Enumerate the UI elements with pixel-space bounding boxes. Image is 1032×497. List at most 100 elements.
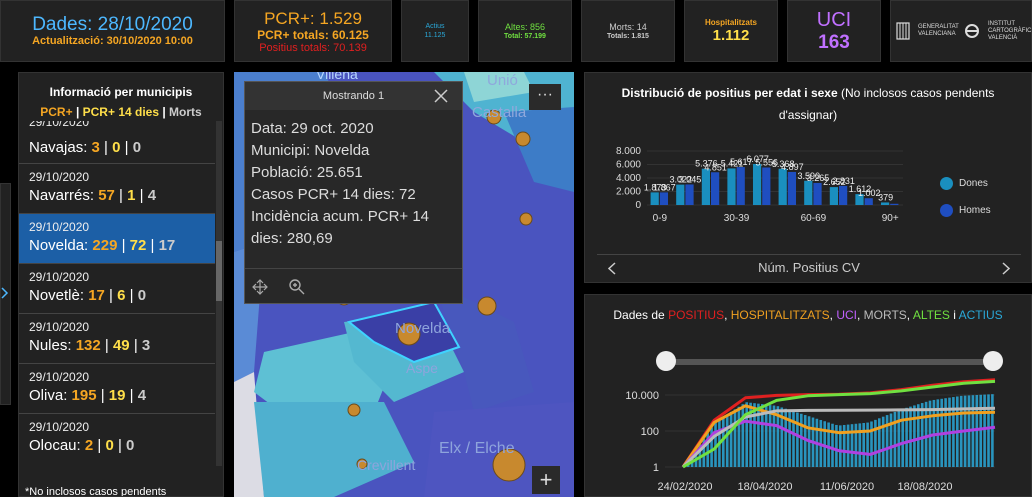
municipi-line: Oliva: 195 | 19 | 4 xyxy=(29,387,147,404)
next-icon[interactable] xyxy=(1002,262,1010,275)
municipi-line: Navajas: 3 | 0 | 0 xyxy=(29,139,142,156)
municipis-legend: PCR+ | PCR+ 14 dies | Morts xyxy=(19,105,223,119)
municipi-date: 29/10/2020 xyxy=(29,220,90,234)
pcr-value: PCR+: 1.529 xyxy=(264,8,362,28)
actius-bar xyxy=(905,407,908,467)
age-x-tick: 60-69 xyxy=(801,213,827,224)
actius-card: Actius 11.125 xyxy=(401,0,469,62)
actius-bar xyxy=(920,403,924,467)
positius-total: Positius totals: 70.139 xyxy=(259,41,367,54)
actius-bar xyxy=(991,394,994,467)
age-data-label: 5.376 xyxy=(695,159,718,169)
list-item-navarres[interactable]: 29/10/2020 Navarrés: 57 | 1 | 4 xyxy=(19,163,215,213)
map-label-aspe: Aspe xyxy=(406,360,438,376)
municipi-line: Nules: 132 | 49 | 3 xyxy=(29,337,151,354)
age-chart-footer: Núm. Positius CV xyxy=(597,254,1021,281)
move-icon[interactable] xyxy=(252,279,268,295)
gva-logo-text: GENERALITAT VALENCIANA xyxy=(918,24,959,37)
popup-line: dies: 280,69 xyxy=(251,230,333,247)
age-bar xyxy=(752,163,762,205)
popup-line: Població: 25.651 xyxy=(251,164,363,181)
zoom-in-button[interactable]: + xyxy=(532,466,560,494)
actius-bar xyxy=(722,417,725,467)
age-bar xyxy=(880,202,890,205)
age-data-label: 5.368 xyxy=(772,159,795,169)
list-item-partial[interactable]: 29/10/2020 Navajas: 3 | 0 | 0 xyxy=(19,121,215,163)
dates-card: Dades: 28/10/2020 Actualització: 30/10/2… xyxy=(0,0,225,62)
prev-icon[interactable] xyxy=(608,262,616,275)
map-label-unio: Unió xyxy=(487,72,518,89)
actius-bar xyxy=(725,414,729,467)
age-y-tick: 0 xyxy=(635,200,641,211)
hosp-value: 1.112 xyxy=(712,27,750,44)
altes-total: Total: 57.199 xyxy=(504,32,546,40)
map-label-crevillent: Crevillent xyxy=(357,457,416,473)
age-x-tick: 30-39 xyxy=(724,213,750,224)
age-data-label: 3.590 xyxy=(798,171,821,181)
actius-bar xyxy=(901,408,904,467)
municipi-date: 29/10/2020 xyxy=(29,320,90,334)
expand-arrow-icon[interactable] xyxy=(1,287,9,299)
municipis-list[interactable]: 29/10/2020 Navajas: 3 | 0 | 0 29/10/2020… xyxy=(19,121,215,466)
legend-dones-label: Dones xyxy=(959,178,988,189)
time-y-tick: 100 xyxy=(641,426,659,438)
age-chart: 8.000 6.000 4.000 2.000 01.8731.8673.0223.04… xyxy=(616,146,903,224)
legend-pcr14: PCR+ 14 dies xyxy=(82,105,160,119)
actius-bar xyxy=(710,427,713,467)
age-bar xyxy=(787,171,797,205)
legend-dones: Dones xyxy=(940,177,988,190)
actius-bar xyxy=(835,424,838,467)
time-x-tick: 24/02/2020 xyxy=(657,481,712,493)
map-canvas[interactable] xyxy=(234,72,574,497)
age-bar xyxy=(701,168,710,205)
age-bar xyxy=(778,168,787,205)
actius-bar xyxy=(839,425,842,467)
range-slider-track[interactable] xyxy=(667,359,993,365)
range-slider-start[interactable] xyxy=(656,351,676,371)
map-more-button[interactable]: ··· xyxy=(529,84,561,110)
list-item-olocau[interactable]: 29/10/2020 Olocau: 2 | 0 | 0 xyxy=(19,413,215,463)
municipis-panel: Informació per municipis PCR+ | PCR+ 14 … xyxy=(18,72,224,497)
age-bar xyxy=(685,184,694,205)
actius-bar xyxy=(733,409,737,467)
list-scrollbar[interactable] xyxy=(216,121,222,466)
time-y-tick: 1 xyxy=(653,462,659,474)
municipi-date: 29/10/2020 xyxy=(29,270,90,284)
map-label-top: Villena xyxy=(316,72,358,82)
actius-bar xyxy=(780,407,784,467)
list-item-nules[interactable]: 29/10/2020 Nules: 132 | 49 | 3 xyxy=(19,313,215,363)
time-x-tick: 18/04/2020 xyxy=(737,481,792,493)
map-label-castalla: Castalla xyxy=(472,104,527,121)
range-slider-end[interactable] xyxy=(983,351,1003,371)
zoom-to-icon[interactable] xyxy=(288,278,306,296)
series-line-altes xyxy=(682,379,996,469)
legend-homes-swatch xyxy=(940,204,953,217)
actius-bar xyxy=(714,422,717,467)
hosp-card: Hospitalitzats 1.112 xyxy=(684,0,778,62)
actius-bar xyxy=(862,422,865,467)
municipi-line: Novelda: 229 | 72 | 17 xyxy=(29,237,176,254)
actius-bar xyxy=(979,394,982,467)
age-data-label: 379 xyxy=(878,192,893,202)
age-data-label: 3.045 xyxy=(679,174,702,184)
actius-bar xyxy=(928,400,932,467)
age-bar xyxy=(736,167,745,205)
actius-bar xyxy=(800,413,803,467)
age-data-label: 1.612 xyxy=(849,184,872,194)
actius-bar xyxy=(761,404,764,467)
close-icon[interactable] xyxy=(434,89,448,103)
age-data-label: 3.022 xyxy=(670,175,693,185)
list-item-oliva[interactable]: 29/10/2020 Oliva: 195 | 19 | 4 xyxy=(19,363,215,413)
actius-bar xyxy=(784,408,787,467)
municipi-line: Olocau: 2 | 0 | 0 xyxy=(29,437,135,454)
age-bar xyxy=(727,168,736,205)
list-item-novetle[interactable]: 29/10/2020 Novetlè: 17 | 6 | 0 xyxy=(19,263,215,313)
map-view[interactable]: Villena Unió Castalla Novelda Aspe Elx /… xyxy=(234,72,574,497)
actius-bar xyxy=(924,401,928,467)
time-y-tick: 10.000 xyxy=(625,390,659,402)
age-y-tick: 4.000 xyxy=(616,173,641,184)
series-line-morts xyxy=(681,406,996,469)
age-data-label: 6.077 xyxy=(746,154,769,164)
list-item-novelda[interactable]: 29/10/2020 Novelda: 229 | 72 | 17 xyxy=(19,213,215,263)
time-chart: 10.000 100 1 24/02/2020 18/04/2020 11/06/2020… xyxy=(625,378,996,493)
